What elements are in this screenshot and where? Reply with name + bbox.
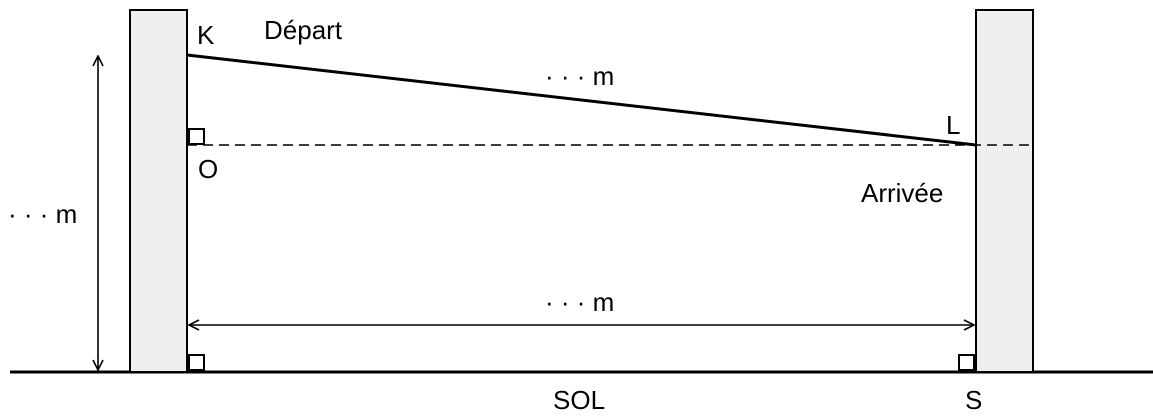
label-point-k: K (197, 20, 215, 50)
label-point-l: L (946, 110, 960, 140)
label-zipline-length: · · · m (545, 61, 614, 91)
label-depart: Départ (264, 15, 343, 45)
label-arrivee: Arrivée (861, 178, 943, 208)
label-point-s: S (965, 385, 982, 415)
right-angle-s (958, 354, 975, 371)
label-distance-between: · · · m (545, 287, 614, 317)
label-point-o: O (198, 154, 218, 184)
right-angle-o (188, 128, 205, 145)
left-pillar (129, 9, 188, 373)
label-ground: SOL (553, 385, 605, 415)
right-pillar (975, 9, 1034, 373)
zipline-cable (186, 53, 977, 147)
right-angle-ground-left (188, 354, 205, 371)
label-height-left: · · · m (8, 199, 77, 229)
